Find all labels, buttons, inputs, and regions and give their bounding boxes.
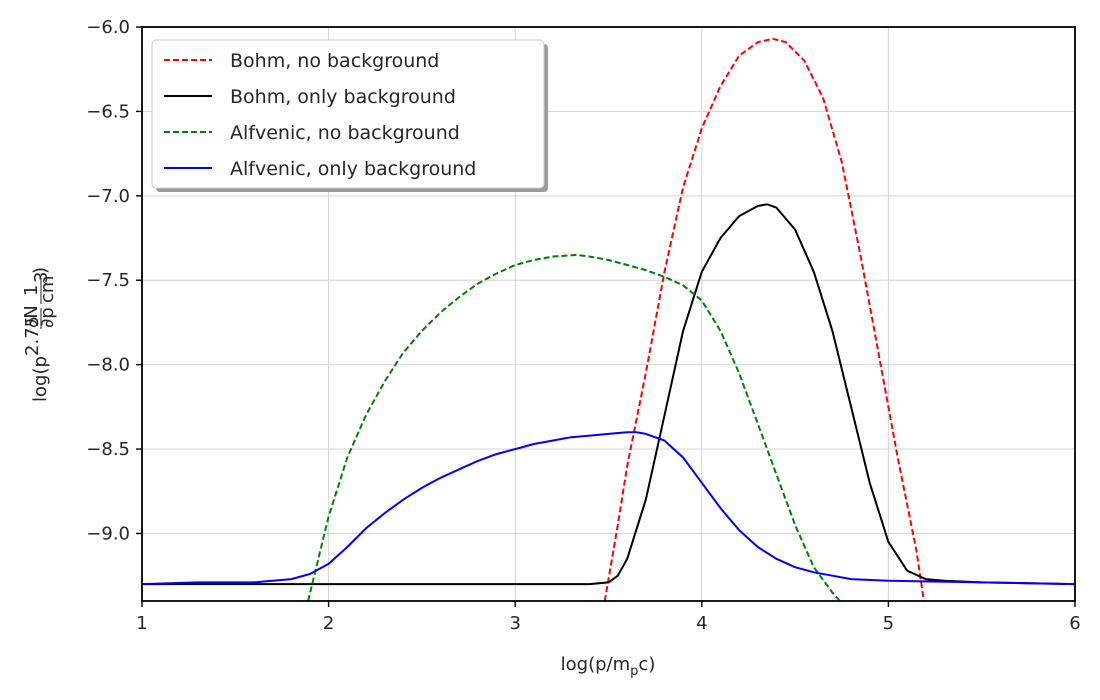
y-label-fden: cm <box>37 276 58 303</box>
legend-label-1: Bohm, no background <box>230 50 439 72</box>
legend-items: Bohm, no background Bohm, only background… <box>164 50 476 180</box>
y-label-fnum: 1 <box>21 285 42 296</box>
y-tick-label: −8.0 <box>86 355 130 376</box>
plot-frame <box>141 26 1076 602</box>
y-label-dden: ∂p <box>37 307 58 328</box>
y-label-fden-exp: 3 <box>31 272 52 283</box>
x-tick-label: 3 <box>509 613 520 634</box>
series-line-2 <box>142 203 1075 586</box>
legend-label-4: Alfvenic, only background <box>230 158 476 180</box>
y-tick-label: −8.5 <box>86 439 130 460</box>
x-axis-label-sub: p <box>630 664 638 679</box>
x-tick-label: 6 <box>1069 613 1080 634</box>
legend-label-2: Bohm, only background <box>230 86 456 108</box>
x-axis-label-main: log(p/m <box>561 654 631 675</box>
y-axis-label: log(p 2.75 ∂N ∂p 1 cm 3 ) <box>21 267 58 402</box>
y-label-post: ) <box>30 267 51 274</box>
legend-label-3: Alfvenic, no background <box>230 122 460 144</box>
x-axis-label-end: c) <box>638 654 655 675</box>
ticks <box>136 26 1076 607</box>
x-tick-label: 4 <box>696 613 707 634</box>
legend: Bohm, no background Bohm, only background… <box>151 39 548 192</box>
series-line-4 <box>142 431 1075 586</box>
y-tick-label: −9.0 <box>86 523 130 544</box>
x-axis-label: log(p/mpc) <box>561 654 656 679</box>
y-tick-label: −7.5 <box>86 270 130 291</box>
series-line-1 <box>603 37 925 601</box>
x-tick-label: 1 <box>136 613 147 634</box>
plot-area <box>142 37 1075 601</box>
tick-labels: 1 2 3 4 5 6 −9.0 −8.5 −8.0 −7.5 −7.0 −6.5 −6.0 <box>86 17 1080 634</box>
y-label-dnum: ∂N <box>21 305 42 328</box>
x-tick-label: 5 <box>883 613 894 634</box>
x-tick-label: 2 <box>323 613 334 634</box>
y-label-exp: 2.75 <box>22 316 43 356</box>
y-label-pre: log(p <box>30 356 51 402</box>
y-tick-label: −6.5 <box>86 101 130 122</box>
y-tick-label: −7.0 <box>86 186 130 207</box>
y-tick-label: −6.0 <box>86 17 130 38</box>
series-line-3 <box>307 253 841 601</box>
legend-box <box>151 39 545 189</box>
series-layer <box>142 37 1075 601</box>
